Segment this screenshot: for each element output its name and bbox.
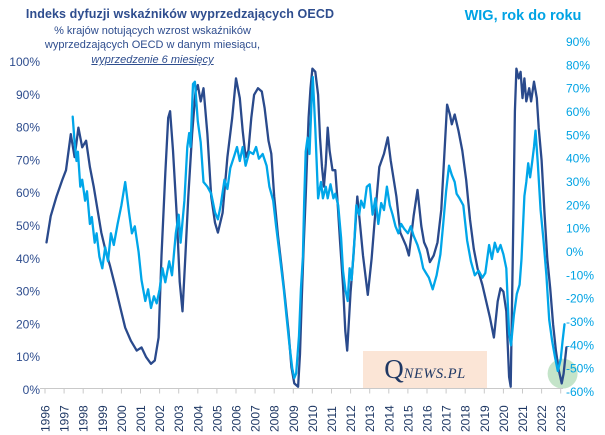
x-axis-label: 2019 — [478, 405, 492, 432]
x-axis-label: 2022 — [535, 405, 549, 432]
x-axis-label: 1997 — [58, 405, 72, 432]
x-axis-label: 2006 — [230, 405, 244, 432]
chart-title: Indeks dyfuzji wskaźników wyprzedzającyc… — [25, 7, 335, 21]
left-axis-label: 90% — [16, 88, 40, 102]
x-axis-label: 1998 — [77, 405, 91, 432]
x-axis-label: 2010 — [306, 405, 320, 432]
x-axis-label: 2014 — [382, 405, 396, 432]
left-axis-label: 10% — [16, 350, 40, 364]
x-axis-label: 2016 — [421, 405, 435, 432]
x-axis-label: 2011 — [325, 406, 339, 432]
chart-subtitle: % krajów notujących wzrost wskaźników wy… — [35, 25, 270, 68]
left-axis-label: 30% — [16, 285, 40, 299]
x-axis-label: 2003 — [172, 405, 186, 432]
qnews-logo-q: Q — [384, 354, 404, 384]
x-axis-label: 2009 — [287, 405, 301, 432]
x-axis-label: 2005 — [210, 405, 224, 432]
left-axis-label: 60% — [16, 186, 40, 200]
x-axis-label: 2013 — [363, 405, 377, 432]
left-axis-label: 50% — [16, 219, 40, 233]
left-axis-label: 20% — [16, 317, 40, 331]
right-axis-label: 40% — [566, 152, 590, 166]
qnews-logo: QNEWS.PL — [363, 351, 487, 389]
right-axis-label: -10% — [566, 268, 594, 282]
x-axis-label: 2004 — [191, 405, 205, 432]
left-axis-label: 100% — [9, 55, 40, 69]
x-axis-label: 2002 — [153, 405, 167, 432]
subtitle-line-1: % krajów notujących wzrost wskaźników — [54, 25, 251, 37]
left-axis-label: 80% — [16, 121, 40, 135]
x-axis-label: 2021 — [516, 405, 530, 432]
x-axis-label: 2001 — [134, 405, 148, 432]
right-axis-label: 80% — [566, 58, 590, 72]
oecd-diffusion-line — [45, 67, 568, 388]
right-axis-label: -30% — [566, 315, 594, 329]
right-axis-label: -60% — [566, 385, 594, 399]
x-axis-label: 1996 — [39, 405, 53, 432]
right-axis-label: 30% — [566, 175, 590, 189]
right-axis-label: 0% — [566, 245, 584, 259]
x-axis-label: 2012 — [344, 405, 358, 432]
qnews-logo-rest: NEWS.PL — [403, 366, 466, 382]
right-axis-label: 70% — [566, 82, 590, 96]
right-axis-label: 60% — [566, 105, 590, 119]
x-axis-label: 2020 — [497, 405, 511, 432]
x-axis-label: 2023 — [554, 405, 568, 432]
wig-yoy-line — [71, 75, 566, 380]
left-axis-label: 70% — [16, 153, 40, 167]
right-axis-label: -40% — [566, 338, 594, 352]
right-axis-label: 10% — [566, 222, 590, 236]
right-axis-label: 20% — [566, 198, 590, 212]
right-axis-label: 50% — [566, 128, 590, 142]
x-axis-label: 2018 — [459, 405, 473, 432]
subtitle-lead-note: wyprzedzenie 6 miesięcy — [91, 54, 214, 66]
x-axis-label: 2017 — [440, 405, 454, 432]
subtitle-line-2: wyprzedzających OECD w danym miesiącu, — [44, 38, 261, 51]
right-axis-label: -50% — [566, 362, 594, 376]
x-axis-label: 1999 — [96, 405, 110, 432]
x-axis-label: 2000 — [115, 405, 129, 432]
right-axis-label: -20% — [566, 292, 594, 306]
x-axis-label: 2015 — [401, 405, 415, 432]
x-axis-label: 2008 — [268, 405, 282, 432]
left-axis-label: 40% — [16, 252, 40, 266]
left-axis-label: 0% — [23, 383, 41, 397]
x-axis-label: 2007 — [249, 405, 263, 432]
secondary-axis-title: WIG, rok do roku — [464, 8, 582, 24]
right-axis-label: 90% — [566, 35, 590, 49]
